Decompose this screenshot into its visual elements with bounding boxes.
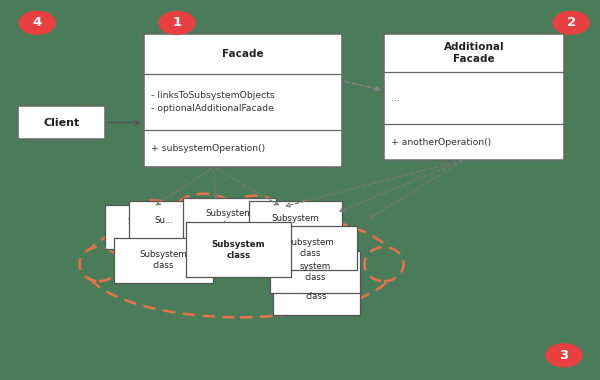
FancyBboxPatch shape bbox=[264, 226, 357, 270]
Text: 2: 2 bbox=[566, 16, 576, 29]
Text: 3: 3 bbox=[559, 349, 569, 362]
Text: 1: 1 bbox=[172, 16, 182, 29]
Text: - linksToSubsystemObjects
- optionalAdditionalFacade: - linksToSubsystemObjects - optionalAddi… bbox=[151, 91, 275, 113]
Text: ...: ... bbox=[391, 93, 400, 103]
FancyBboxPatch shape bbox=[114, 238, 213, 283]
Circle shape bbox=[159, 11, 195, 34]
Circle shape bbox=[19, 11, 55, 34]
Text: + anotherOperation(): + anotherOperation() bbox=[391, 138, 491, 147]
Text: Client: Client bbox=[43, 117, 80, 128]
Text: Subsystem
class: Subsystem class bbox=[287, 238, 334, 258]
FancyBboxPatch shape bbox=[129, 201, 198, 239]
Text: Subsystem
class: Subsystem class bbox=[272, 214, 319, 234]
Text: Subsystem
class: Subsystem class bbox=[212, 240, 265, 260]
Text: system
class: system class bbox=[299, 262, 331, 282]
Ellipse shape bbox=[365, 247, 404, 281]
Text: 4: 4 bbox=[32, 16, 42, 29]
Text: Facade: Facade bbox=[222, 49, 264, 59]
Circle shape bbox=[546, 344, 582, 367]
Text: + subsystemOperation(): + subsystemOperation() bbox=[151, 144, 265, 153]
Ellipse shape bbox=[177, 194, 231, 220]
FancyBboxPatch shape bbox=[270, 251, 360, 293]
Text: Additional
Facade: Additional Facade bbox=[443, 42, 505, 64]
FancyBboxPatch shape bbox=[183, 198, 276, 241]
FancyBboxPatch shape bbox=[144, 34, 342, 167]
Ellipse shape bbox=[229, 196, 281, 222]
Text: class: class bbox=[306, 292, 327, 301]
Text: Subsystem
cla...: Subsystem cla... bbox=[206, 209, 253, 230]
FancyBboxPatch shape bbox=[273, 277, 360, 315]
Text: Subsystem
class: Subsystem class bbox=[140, 250, 187, 270]
Circle shape bbox=[553, 11, 589, 34]
FancyBboxPatch shape bbox=[186, 222, 291, 277]
FancyBboxPatch shape bbox=[249, 201, 342, 247]
FancyBboxPatch shape bbox=[18, 106, 105, 139]
FancyBboxPatch shape bbox=[384, 34, 564, 160]
Text: Su...: Su... bbox=[154, 216, 173, 225]
FancyBboxPatch shape bbox=[105, 205, 198, 249]
Ellipse shape bbox=[79, 247, 119, 281]
Ellipse shape bbox=[125, 201, 182, 229]
Ellipse shape bbox=[281, 202, 331, 228]
Text: Subsystem
cla...: Subsystem cla... bbox=[128, 217, 175, 237]
